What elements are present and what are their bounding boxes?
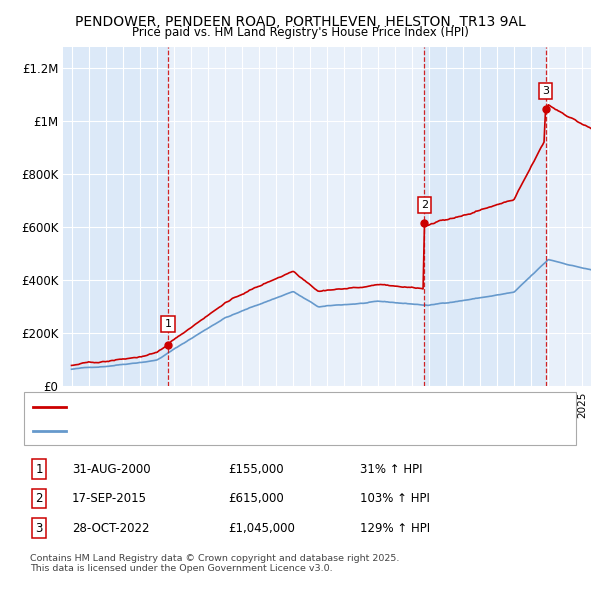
Bar: [63, 47, 168, 386]
Text: HPI: Average price, detached house, Cornwall: HPI: Average price, detached house, Corn…: [73, 425, 311, 435]
Text: 1: 1: [164, 319, 172, 329]
Text: 103% ↑ HPI: 103% ↑ HPI: [360, 492, 430, 505]
Text: 2: 2: [35, 492, 43, 505]
Text: 3: 3: [542, 86, 549, 96]
Text: 2: 2: [421, 200, 428, 210]
Text: £1,045,000: £1,045,000: [228, 522, 295, 535]
Text: 129% ↑ HPI: 129% ↑ HPI: [360, 522, 430, 535]
Text: 31-AUG-2000: 31-AUG-2000: [72, 463, 151, 476]
Text: PENDOWER, PENDEEN ROAD, PORTHLEVEN, HELSTON, TR13 9AL (detached house): PENDOWER, PENDEEN ROAD, PORTHLEVEN, HELS…: [73, 402, 505, 412]
Text: 17-SEP-2015: 17-SEP-2015: [72, 492, 147, 505]
Text: 3: 3: [35, 522, 43, 535]
Text: 31% ↑ HPI: 31% ↑ HPI: [360, 463, 422, 476]
Bar: [168, 47, 424, 386]
Text: PENDOWER, PENDEEN ROAD, PORTHLEVEN, HELSTON, TR13 9AL: PENDOWER, PENDEEN ROAD, PORTHLEVEN, HELS…: [74, 15, 526, 29]
Text: Price paid vs. HM Land Registry's House Price Index (HPI): Price paid vs. HM Land Registry's House …: [131, 26, 469, 39]
Bar: [424, 47, 545, 386]
Bar: [545, 47, 591, 386]
Text: 28-OCT-2022: 28-OCT-2022: [72, 522, 149, 535]
Text: £615,000: £615,000: [228, 492, 284, 505]
Text: 1: 1: [35, 463, 43, 476]
Text: £155,000: £155,000: [228, 463, 284, 476]
Text: Contains HM Land Registry data © Crown copyright and database right 2025.
This d: Contains HM Land Registry data © Crown c…: [30, 554, 400, 573]
